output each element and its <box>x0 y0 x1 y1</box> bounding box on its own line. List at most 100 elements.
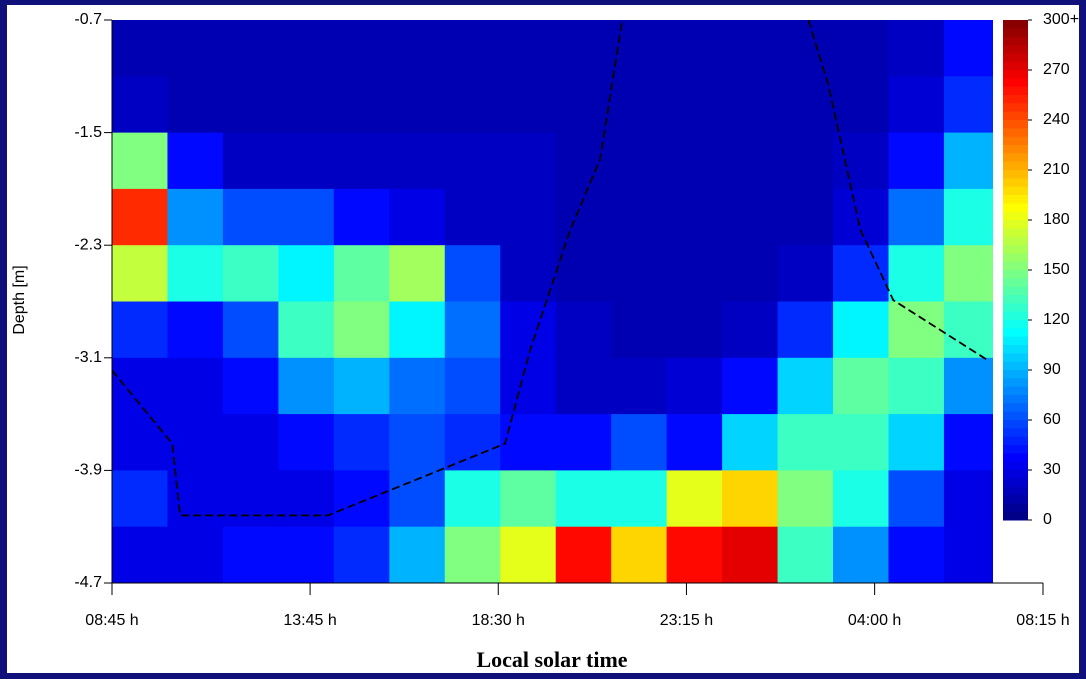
heat-cell <box>500 358 556 415</box>
heat-cell <box>611 20 667 77</box>
colorbar-band <box>1003 262 1028 271</box>
colorbar-band <box>1003 320 1028 329</box>
heat-cell <box>334 245 390 302</box>
colorbar-band <box>1003 512 1028 521</box>
colorbar-band <box>1003 137 1028 146</box>
heat-cell <box>112 527 168 584</box>
heat-cell <box>445 358 501 415</box>
heat-cell <box>112 189 168 246</box>
heat-cell <box>778 133 834 190</box>
heat-cell <box>556 470 612 527</box>
heat-cell <box>778 414 834 471</box>
heat-cell <box>611 414 667 471</box>
colorbar-band <box>1003 353 1028 362</box>
heat-cell <box>389 414 445 471</box>
colorbar-band <box>1003 78 1028 87</box>
colorbar-band <box>1003 337 1028 346</box>
colorbar-band <box>1003 378 1028 387</box>
heat-cell <box>334 414 390 471</box>
colorbar-band <box>1003 370 1028 379</box>
heat-cell <box>223 189 279 246</box>
heat-cell <box>167 414 223 471</box>
heat-cell <box>445 470 501 527</box>
heat-cell <box>223 245 279 302</box>
heat-cell <box>556 76 612 133</box>
heat-cell <box>722 245 778 302</box>
heat-cell <box>223 470 279 527</box>
heat-cell <box>888 189 944 246</box>
colorbar-tick-label: 300+ <box>1043 11 1079 28</box>
y-tick-label: -3.1 <box>74 349 102 366</box>
colorbar-band <box>1003 162 1028 171</box>
colorbar-band <box>1003 203 1028 212</box>
chart: Local solar time Depth [m] -0.7-1.5-2.3-… <box>0 0 1086 679</box>
heat-cell <box>500 76 556 133</box>
heat-cell <box>500 20 556 77</box>
heat-cell <box>389 20 445 77</box>
heat-cell <box>888 302 944 359</box>
heat-cell <box>722 20 778 77</box>
heat-cell <box>223 76 279 133</box>
heat-cell <box>611 76 667 133</box>
heat-cell <box>223 133 279 190</box>
colorbar-band <box>1003 112 1028 121</box>
heat-cell <box>888 470 944 527</box>
heat-cell <box>112 133 168 190</box>
heat-cell <box>389 302 445 359</box>
heat-cell <box>445 245 501 302</box>
heat-cell <box>167 20 223 77</box>
heat-cell <box>722 414 778 471</box>
heat-cell <box>833 527 889 584</box>
heat-cell <box>778 302 834 359</box>
colorbar-band <box>1003 128 1028 137</box>
heat-cell <box>223 358 279 415</box>
heat-cell <box>722 527 778 584</box>
colorbar-band <box>1003 253 1028 262</box>
heat-cell <box>500 245 556 302</box>
heat-cell <box>278 470 334 527</box>
colorbar-tick-label: 150 <box>1043 261 1070 278</box>
heat-cell <box>833 358 889 415</box>
colorbar-band <box>1003 328 1028 337</box>
heat-cell <box>500 302 556 359</box>
heat-cell <box>667 527 723 584</box>
colorbar-band <box>1003 170 1028 179</box>
heat-cell <box>223 20 279 77</box>
heat-cell <box>112 470 168 527</box>
colorbar-band <box>1003 478 1028 487</box>
heat-cell <box>722 133 778 190</box>
heat-cell <box>556 189 612 246</box>
heat-cell <box>888 76 944 133</box>
heat-cell <box>500 527 556 584</box>
colorbar-band <box>1003 420 1028 429</box>
heat-cell <box>944 414 1000 471</box>
heat-cell <box>167 470 223 527</box>
heatmap <box>112 20 1000 584</box>
colorbar-band <box>1003 428 1028 437</box>
heat-cell <box>888 245 944 302</box>
heat-cell <box>556 414 612 471</box>
heat-cell <box>334 527 390 584</box>
y-tick-label: -1.5 <box>74 124 102 141</box>
heat-cell <box>112 414 168 471</box>
heat-cell <box>556 20 612 77</box>
heat-cell <box>500 133 556 190</box>
heat-cell <box>223 414 279 471</box>
heat-cell <box>112 245 168 302</box>
colorbar-band <box>1003 87 1028 96</box>
colorbar-band <box>1003 503 1028 512</box>
heat-cell <box>778 527 834 584</box>
heat-cell <box>944 245 1000 302</box>
colorbar-band <box>1003 270 1028 279</box>
heat-cell <box>167 527 223 584</box>
colorbar-band <box>1003 95 1028 104</box>
colorbar-band <box>1003 62 1028 71</box>
heat-cell <box>278 302 334 359</box>
heat-cell <box>944 76 1000 133</box>
colorbar-band <box>1003 237 1028 246</box>
y-axis-label: Depth [m] <box>11 265 28 334</box>
colorbar-band <box>1003 145 1028 154</box>
heat-cell <box>445 414 501 471</box>
heat-cell <box>888 133 944 190</box>
heat-cell <box>667 20 723 77</box>
